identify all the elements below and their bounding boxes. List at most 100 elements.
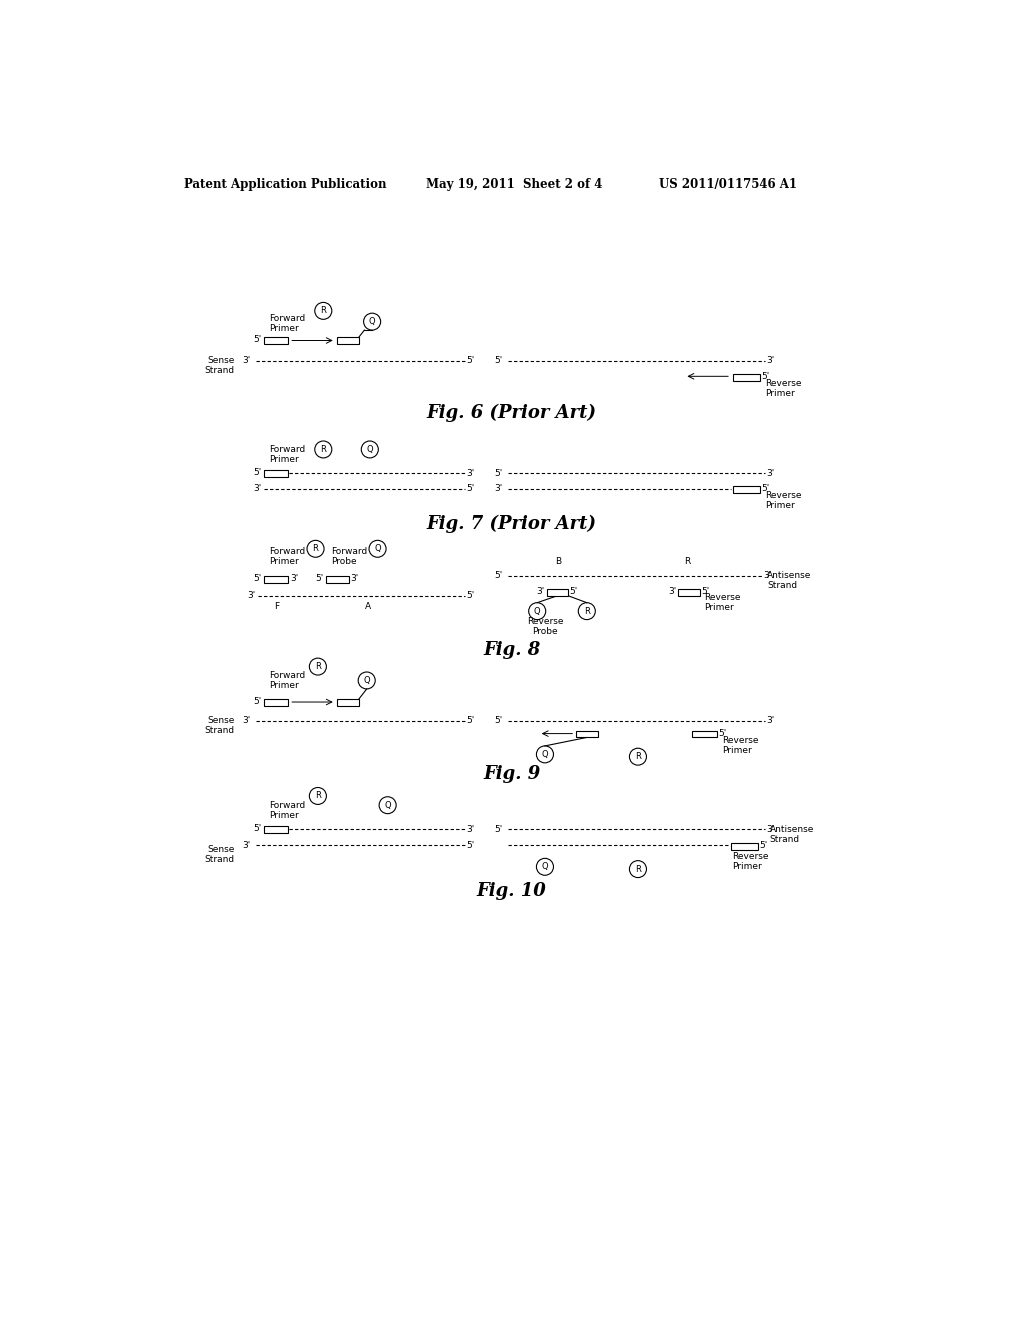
Text: 5': 5' — [760, 841, 768, 850]
Text: 3': 3' — [537, 586, 545, 595]
Text: 5': 5' — [467, 715, 475, 725]
Text: 5': 5' — [467, 591, 475, 601]
Bar — [732, 487, 760, 494]
Text: R: R — [315, 792, 321, 800]
Text: 3': 3' — [253, 484, 261, 494]
Text: Antisense: Antisense — [767, 572, 812, 581]
Text: Q: Q — [542, 750, 548, 759]
Text: 3': 3' — [494, 484, 502, 494]
Text: 5': 5' — [253, 335, 261, 343]
Text: 3': 3' — [243, 841, 251, 850]
Text: 3': 3' — [767, 825, 775, 833]
Text: Primer: Primer — [269, 557, 299, 565]
Text: Reverse: Reverse — [765, 379, 802, 388]
Bar — [263, 470, 289, 478]
Text: 5': 5' — [315, 574, 324, 582]
Bar — [326, 576, 349, 582]
Text: Q: Q — [534, 607, 541, 615]
Bar — [263, 576, 289, 582]
Bar — [692, 730, 717, 738]
Text: Strand: Strand — [205, 855, 234, 865]
Text: 5': 5' — [494, 715, 502, 725]
Text: Strand: Strand — [767, 581, 798, 590]
Text: R: R — [321, 306, 327, 315]
Text: Probe: Probe — [331, 557, 356, 565]
Bar — [337, 700, 359, 706]
Bar — [547, 589, 568, 595]
Text: Fig. 8: Fig. 8 — [483, 640, 541, 659]
Text: Probe: Probe — [532, 627, 558, 636]
Text: Primer: Primer — [269, 810, 299, 820]
Text: Antisense: Antisense — [770, 825, 814, 833]
Text: 5': 5' — [494, 469, 502, 478]
Text: Q: Q — [367, 445, 373, 454]
Text: Primer: Primer — [765, 502, 795, 510]
Text: 3': 3' — [243, 715, 251, 725]
Text: Forward: Forward — [269, 546, 305, 556]
Text: Fig. 9: Fig. 9 — [483, 766, 541, 783]
Text: Q: Q — [364, 676, 370, 685]
Text: Reverse: Reverse — [765, 491, 802, 500]
Text: 3': 3' — [467, 469, 475, 478]
Text: 3': 3' — [767, 469, 775, 478]
Text: Strand: Strand — [205, 367, 234, 375]
Bar — [263, 700, 289, 706]
Text: Sense: Sense — [208, 845, 234, 854]
Text: Primer: Primer — [732, 862, 762, 870]
Text: 5': 5' — [467, 484, 475, 494]
Text: 5': 5' — [761, 372, 769, 380]
Text: Primer: Primer — [269, 455, 299, 463]
Text: 3': 3' — [248, 591, 256, 601]
Text: Fig. 7 (Prior Art): Fig. 7 (Prior Art) — [427, 515, 597, 533]
Text: 3': 3' — [243, 356, 251, 366]
Text: A: A — [366, 602, 372, 611]
Text: 5': 5' — [467, 841, 475, 850]
Text: Fig. 6 (Prior Art): Fig. 6 (Prior Art) — [427, 404, 597, 421]
Bar — [263, 826, 289, 833]
Text: Q: Q — [369, 317, 376, 326]
Text: Forward: Forward — [331, 546, 368, 556]
Text: Forward: Forward — [269, 672, 305, 680]
Text: R: R — [635, 752, 641, 762]
Text: Reverse: Reverse — [526, 618, 563, 627]
Text: R: R — [315, 663, 321, 671]
Text: R: R — [684, 557, 690, 565]
Text: 5': 5' — [719, 729, 727, 738]
Text: Reverse: Reverse — [705, 593, 741, 602]
Text: 3': 3' — [764, 572, 772, 581]
Text: R: R — [321, 445, 327, 454]
Text: 5': 5' — [253, 469, 261, 477]
Text: 5': 5' — [253, 697, 261, 706]
Bar — [731, 843, 758, 850]
Bar — [337, 337, 359, 345]
Bar — [678, 589, 700, 595]
Text: May 19, 2011  Sheet 2 of 4: May 19, 2011 Sheet 2 of 4 — [426, 178, 603, 190]
Text: B: B — [555, 557, 561, 565]
Text: Q: Q — [374, 544, 381, 553]
Text: Strand: Strand — [770, 834, 800, 843]
Text: 3': 3' — [767, 715, 775, 725]
Text: 5': 5' — [494, 825, 502, 833]
Text: Forward: Forward — [269, 314, 305, 323]
Text: R: R — [635, 865, 641, 874]
Bar — [575, 730, 598, 738]
Text: Primer: Primer — [269, 681, 299, 690]
Text: R: R — [312, 544, 318, 553]
Text: 5': 5' — [569, 586, 578, 595]
Text: Q: Q — [384, 801, 391, 809]
Text: Primer: Primer — [705, 603, 734, 611]
Text: 3': 3' — [767, 356, 775, 366]
Text: Primer: Primer — [269, 325, 299, 333]
Text: F: F — [274, 602, 280, 611]
Text: 3': 3' — [290, 574, 298, 582]
Text: 5': 5' — [761, 484, 769, 494]
Text: Forward: Forward — [269, 445, 305, 454]
Text: Patent Application Publication: Patent Application Publication — [183, 178, 386, 190]
Bar — [263, 337, 289, 345]
Text: Fig. 10: Fig. 10 — [477, 883, 547, 900]
Text: 3': 3' — [467, 825, 475, 833]
Text: 5': 5' — [701, 586, 710, 595]
Text: 3': 3' — [350, 574, 358, 582]
Text: Reverse: Reverse — [722, 737, 759, 744]
Text: 5': 5' — [253, 824, 261, 833]
